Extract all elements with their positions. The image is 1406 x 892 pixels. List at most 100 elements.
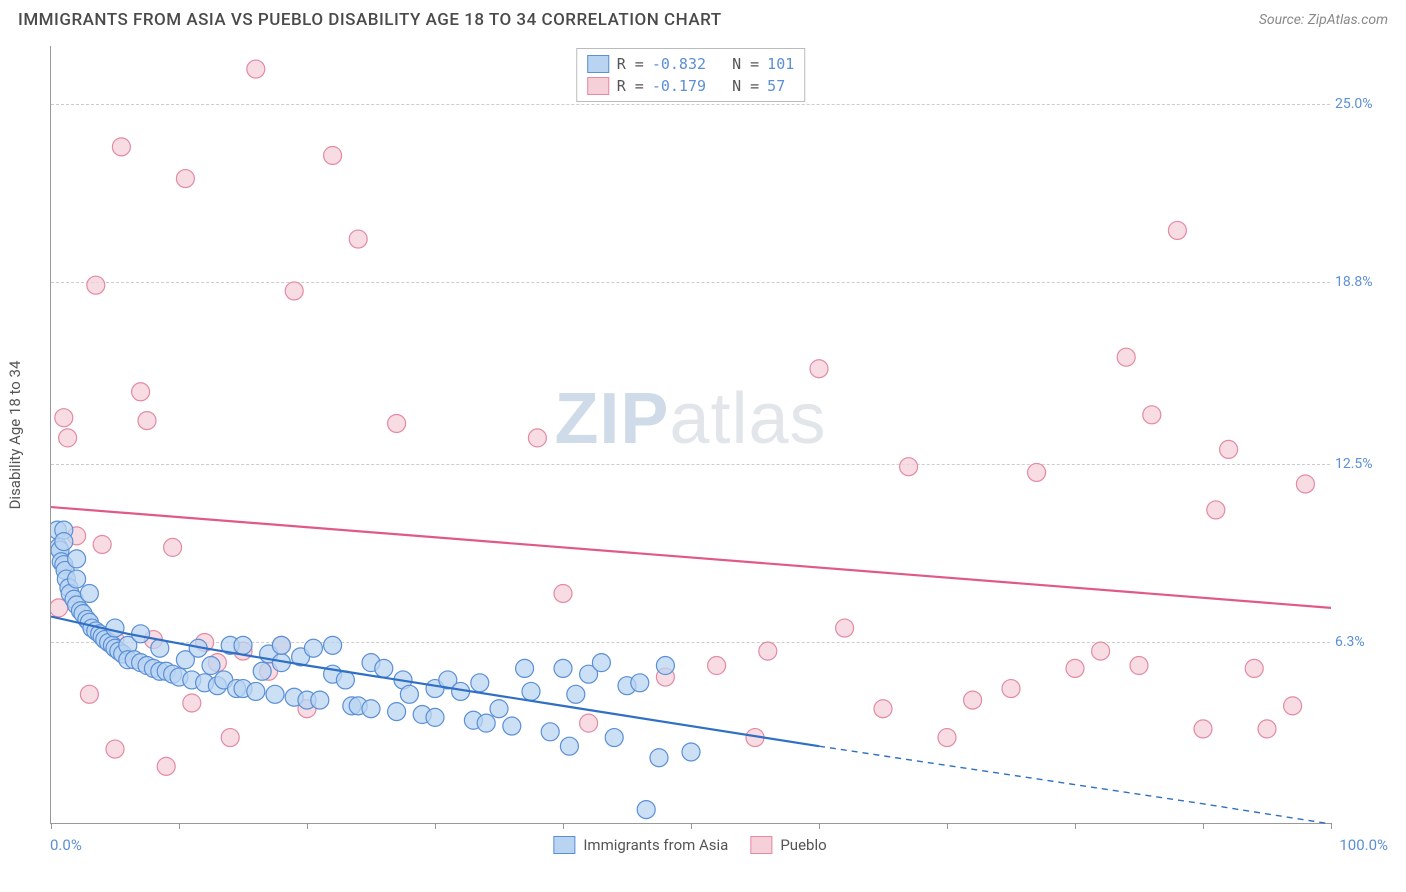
data-point <box>132 383 150 401</box>
data-point <box>132 625 150 643</box>
data-point <box>324 636 342 654</box>
data-point <box>157 757 175 775</box>
data-point <box>253 662 271 680</box>
data-point <box>1296 475 1314 493</box>
data-point <box>164 538 182 556</box>
data-point <box>285 282 303 300</box>
data-point <box>304 639 322 657</box>
data-point <box>1258 720 1276 738</box>
data-point <box>80 685 98 703</box>
data-point <box>138 412 156 430</box>
data-point <box>234 636 252 654</box>
data-point <box>605 729 623 747</box>
y-tick-label: 18.8% <box>1335 274 1390 290</box>
data-point <box>324 146 342 164</box>
data-point <box>106 740 124 758</box>
swatch-series-1 <box>587 77 609 95</box>
x-tick <box>1331 823 1332 829</box>
data-point <box>567 685 585 703</box>
data-point <box>580 714 598 732</box>
data-point <box>426 708 444 726</box>
data-point <box>554 659 572 677</box>
data-point <box>106 619 124 637</box>
data-point <box>112 138 130 156</box>
data-point <box>1028 463 1046 481</box>
data-point <box>528 429 546 447</box>
data-point <box>349 230 367 248</box>
data-point <box>247 60 265 78</box>
data-point <box>560 737 578 755</box>
trend-line-extrapolated <box>819 746 1331 824</box>
data-point <box>490 700 508 718</box>
data-point <box>477 714 495 732</box>
data-point <box>650 749 668 767</box>
legend-item-series-1: Pueblo <box>750 836 826 854</box>
data-point <box>93 535 111 553</box>
data-point <box>68 550 86 568</box>
data-point <box>708 657 726 675</box>
data-point <box>68 570 86 588</box>
data-point <box>400 685 418 703</box>
data-point <box>1066 659 1084 677</box>
r-value-series-0: -0.832 <box>652 55 706 73</box>
data-point <box>247 682 265 700</box>
data-point <box>87 276 105 294</box>
data-point <box>1284 697 1302 715</box>
data-point <box>1220 440 1238 458</box>
stats-row-series-1: R = -0.179 N = 57 <box>587 75 795 97</box>
data-point <box>592 654 610 672</box>
data-point <box>503 717 521 735</box>
data-point <box>362 700 380 718</box>
data-point <box>388 703 406 721</box>
source-attribution: Source: ZipAtlas.com <box>1259 12 1388 28</box>
data-point <box>554 584 572 602</box>
data-point <box>637 801 655 819</box>
stats-legend: R = -0.832 N = 101 R = -0.179 N = 57 <box>576 48 806 102</box>
chart-svg <box>51 46 1331 824</box>
data-point <box>541 723 559 741</box>
plot-container: Disability Age 18 to 34 ZIPatlas 6.3%12.… <box>50 46 1330 824</box>
r-value-series-1: -0.179 <box>652 77 706 95</box>
x-axis-max-label: 100.0% <box>1339 836 1388 854</box>
data-point <box>202 657 220 675</box>
series-legend: Immigrants from Asia Pueblo <box>553 836 826 854</box>
n-value-series-1: 57 <box>767 77 785 95</box>
plot-area: ZIPatlas 6.3%12.5%18.8%25.0% R = -0.832 … <box>50 46 1330 824</box>
data-point <box>375 659 393 677</box>
data-point <box>55 533 73 551</box>
data-point <box>1002 680 1020 698</box>
trend-line <box>51 507 1331 608</box>
y-tick-label: 25.0% <box>1335 96 1390 112</box>
data-point <box>1245 659 1263 677</box>
data-point <box>1207 501 1225 519</box>
legend-label-series-1: Pueblo <box>780 836 826 854</box>
legend-swatch-series-1 <box>750 836 772 854</box>
n-value-series-0: 101 <box>767 55 794 73</box>
data-point <box>682 743 700 761</box>
y-tick-label: 6.3% <box>1335 634 1390 650</box>
data-point <box>836 619 854 637</box>
data-point <box>631 674 649 692</box>
data-point <box>1130 657 1148 675</box>
legend-swatch-series-0 <box>553 836 575 854</box>
data-point <box>900 458 918 476</box>
data-point <box>938 729 956 747</box>
data-point <box>1092 642 1110 660</box>
x-axis-min-label: 0.0% <box>50 836 82 854</box>
data-point <box>874 700 892 718</box>
data-point <box>810 360 828 378</box>
data-point <box>388 414 406 432</box>
data-point <box>59 429 77 447</box>
data-point <box>656 657 674 675</box>
chart-title: IMMIGRANTS FROM ASIA VS PUEBLO DISABILIT… <box>18 10 722 30</box>
data-point <box>183 694 201 712</box>
data-point <box>221 729 239 747</box>
data-point <box>266 685 284 703</box>
data-point <box>516 659 534 677</box>
data-point <box>1168 221 1186 239</box>
y-axis-title: Disability Age 18 to 34 <box>6 361 24 510</box>
swatch-series-0 <box>587 55 609 73</box>
legend-label-series-0: Immigrants from Asia <box>583 836 728 854</box>
data-point <box>80 584 98 602</box>
data-point <box>272 636 290 654</box>
